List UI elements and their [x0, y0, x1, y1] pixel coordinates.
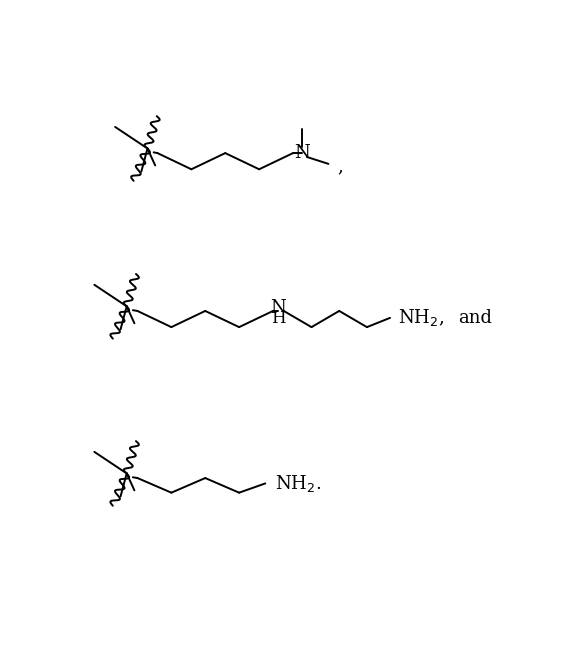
Text: and: and: [458, 309, 491, 327]
Text: N: N: [271, 299, 286, 317]
Text: NH$_2$.: NH$_2$.: [275, 473, 321, 494]
Text: H: H: [271, 310, 286, 327]
Text: N: N: [294, 144, 310, 162]
Text: ,: ,: [338, 157, 343, 175]
Text: NH$_2$,: NH$_2$,: [398, 307, 444, 329]
